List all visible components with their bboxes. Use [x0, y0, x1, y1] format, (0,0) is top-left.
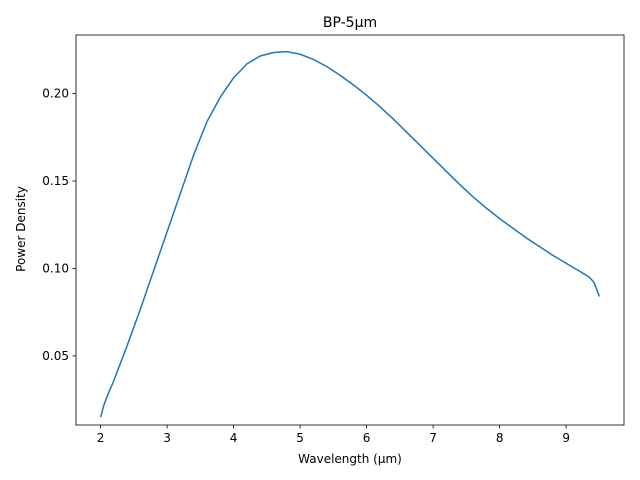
y-axis-label: Power Density	[14, 186, 28, 272]
y-tick-label: 0.20	[42, 87, 69, 101]
x-tick-label: 7	[429, 431, 437, 445]
x-tick-label: 6	[363, 431, 371, 445]
series-line-0	[99, 50, 601, 418]
x-tick-label: 8	[496, 431, 504, 445]
plot-area: 2 3 4 5 6 7 8 9 0.05 0.10 0.15 0.20	[42, 34, 625, 445]
x-tick-label: 2	[97, 431, 105, 445]
x-axis-label: Wavelength (µm)	[298, 452, 402, 466]
plot-frame	[75, 34, 625, 426]
x-tick-label: 4	[230, 431, 238, 445]
chart-title: BP-5µm	[323, 15, 377, 31]
y-tick-label: 0.10	[42, 261, 69, 275]
x-tick-label: 9	[562, 431, 570, 445]
y-tick-label: 0.15	[42, 174, 69, 188]
x-tick-label: 3	[163, 431, 171, 445]
y-tick-label: 0.05	[42, 349, 69, 363]
x-tick-label: 5	[296, 431, 304, 445]
